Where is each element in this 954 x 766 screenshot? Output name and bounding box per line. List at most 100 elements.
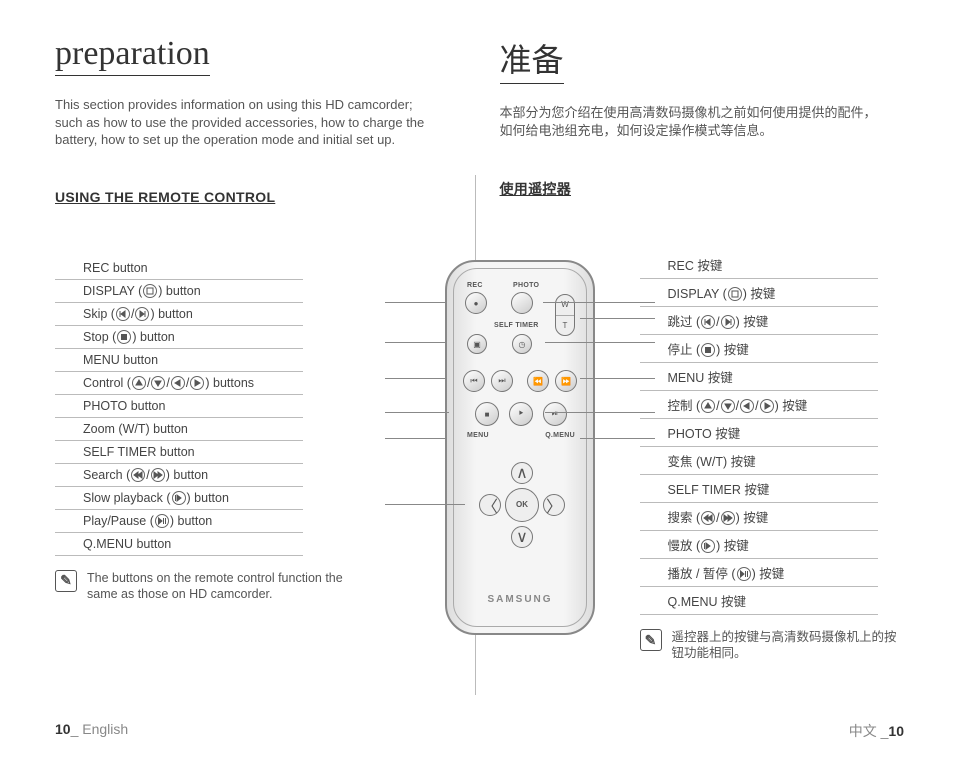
- row-label: 变焦 (W/T) 按键: [668, 447, 878, 475]
- leader: [580, 318, 655, 319]
- row-label: 慢放 () 按键: [668, 531, 878, 559]
- row-number: [55, 463, 83, 486]
- row-number: [640, 447, 668, 475]
- label-photo: PHOTO: [513, 282, 539, 289]
- list-row: MENU button: [55, 348, 303, 371]
- left-icon: [740, 399, 754, 413]
- btn-stop: ■: [475, 402, 499, 426]
- zoom-w: W: [556, 295, 574, 315]
- row-label: MENU button: [83, 348, 303, 371]
- list-row: Play/Pause () button: [55, 509, 303, 532]
- list-row: REC 按键: [640, 251, 878, 279]
- title-en: preparation: [55, 35, 210, 76]
- row-number: [640, 587, 668, 615]
- list-row: Q.MENU 按键: [640, 587, 878, 615]
- list-row: 停止 () 按键: [640, 335, 878, 363]
- down-icon: [721, 399, 735, 413]
- row-label: 跳过 (/) 按键: [668, 307, 878, 335]
- btn-skip-fwd: ⏭: [491, 370, 513, 392]
- list-row: SELF TIMER 按键: [640, 475, 878, 503]
- row-label: Search (/) button: [83, 463, 303, 486]
- right-icon: [190, 376, 204, 390]
- list-row: Control (///) buttons: [55, 371, 303, 394]
- row-number: [640, 363, 668, 391]
- page-footer: 10_ English 中文 _10: [55, 721, 904, 741]
- leader: [580, 412, 655, 413]
- row-number: [640, 391, 668, 419]
- row-number: [55, 532, 83, 555]
- button-list-en: REC buttonDISPLAY () buttonSkip (/) butt…: [55, 257, 303, 556]
- note-en: ✎ The buttons on the remote control func…: [55, 570, 460, 603]
- page-content: preparation This section provides inform…: [55, 35, 904, 675]
- row-label: REC button: [83, 257, 303, 280]
- btn-rew: ⏪: [527, 370, 549, 392]
- row-label: SELF TIMER 按键: [668, 475, 878, 503]
- leader: [543, 302, 655, 303]
- note-text-en: The buttons on the remote control functi…: [87, 570, 357, 603]
- row-label: Play/Pause () button: [83, 509, 303, 532]
- row-number: [640, 251, 668, 279]
- column-english: preparation This section provides inform…: [55, 35, 460, 675]
- note-icon: ✎: [640, 629, 662, 651]
- row-number: [55, 257, 83, 280]
- btn-slow: ⯈: [509, 402, 533, 426]
- playpause-icon: [737, 567, 751, 581]
- row-label: Q.MENU button: [83, 532, 303, 555]
- right-icon: [760, 399, 774, 413]
- stop-icon: [701, 343, 715, 357]
- label-qmenu: Q.MENU: [545, 432, 575, 439]
- list-row: PHOTO 按键: [640, 419, 878, 447]
- row-number: [55, 371, 83, 394]
- intro-zh: 本部分为您介绍在使用高清数码摄像机之前如何使用提供的配件，如何给电池组充电，如何…: [500, 104, 880, 139]
- label-menu: MENU: [467, 432, 489, 439]
- row-number: [640, 335, 668, 363]
- row-number: [55, 440, 83, 463]
- list-row: DISPLAY () 按键: [640, 279, 878, 307]
- ff-icon: [151, 468, 165, 482]
- row-label: REC 按键: [668, 251, 878, 279]
- row-number: [640, 419, 668, 447]
- btn-playpause: ⏯: [543, 402, 567, 426]
- leader: [385, 302, 445, 303]
- slow-icon: [172, 491, 186, 505]
- footer-right: 中文 _10: [849, 721, 904, 741]
- row-label: Q.MENU 按键: [668, 587, 878, 615]
- note-text-zh: 遥控器上的按键与高清数码摄像机上的按钮功能相同。: [672, 629, 905, 662]
- row-label: Zoom (W/T) button: [83, 417, 303, 440]
- list-row: 控制 (///) 按键: [640, 391, 878, 419]
- list-row: Skip (/) button: [55, 302, 303, 325]
- leader: [580, 378, 655, 379]
- btn-left: 〈: [479, 494, 501, 516]
- btn-photo: [511, 292, 533, 314]
- intro-en: This section provides information on usi…: [55, 96, 435, 149]
- note-icon: ✎: [55, 570, 77, 592]
- title-zh: 准备: [500, 35, 564, 84]
- rew-icon: [131, 468, 145, 482]
- btn-ff: ⏩: [555, 370, 577, 392]
- skip-b-icon: [701, 315, 715, 329]
- leader: [385, 412, 449, 413]
- row-label: 搜索 (/) 按键: [668, 503, 878, 531]
- footer-left: 10_ English: [55, 721, 128, 741]
- list-row: MENU 按键: [640, 363, 878, 391]
- btn-zoom: W T: [555, 294, 575, 336]
- up-icon: [701, 399, 715, 413]
- row-label: 控制 (///) 按键: [668, 391, 878, 419]
- skip-f-icon: [721, 315, 735, 329]
- zoom-t: T: [556, 315, 574, 335]
- btn-up: ∧: [511, 462, 533, 484]
- note-zh: ✎ 遥控器上的按键与高清数码摄像机上的按钮功能相同。: [640, 629, 905, 662]
- playpause-icon: [155, 514, 169, 528]
- list-row: 变焦 (W/T) 按键: [640, 447, 878, 475]
- leader: [580, 438, 655, 439]
- btn-ok: OK: [505, 488, 539, 522]
- row-number: [55, 302, 83, 325]
- row-number: [640, 475, 668, 503]
- list-row: SELF TIMER button: [55, 440, 303, 463]
- list-row: Slow playback () button: [55, 486, 303, 509]
- row-number: [55, 279, 83, 302]
- row-number: [55, 394, 83, 417]
- row-number: [55, 417, 83, 440]
- up-icon: [132, 376, 146, 390]
- row-label: SELF TIMER button: [83, 440, 303, 463]
